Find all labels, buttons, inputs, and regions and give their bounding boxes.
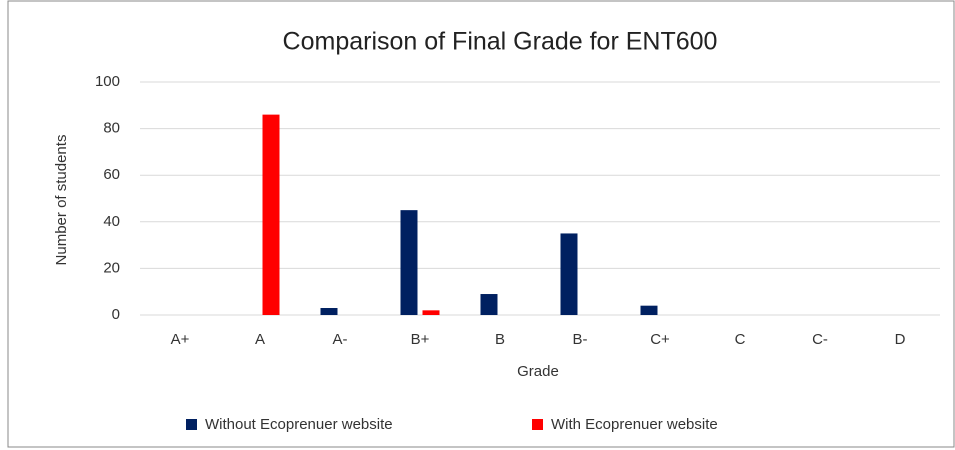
bar — [422, 310, 440, 315]
x-tick-label: A- — [333, 331, 348, 348]
y-tick-label: 60 — [103, 166, 120, 183]
x-tick-label: C- — [812, 331, 828, 348]
bar — [560, 233, 578, 315]
legend-swatch — [186, 419, 197, 430]
legend-label: Without Ecoprenuer website — [205, 416, 393, 433]
x-tick-label: B- — [573, 331, 588, 348]
x-axis-label: Grade — [517, 363, 559, 380]
chart-frame — [7, 0, 955, 448]
y-tick-label: 80 — [103, 120, 120, 137]
y-tick-label: 0 — [112, 306, 120, 323]
bar — [400, 210, 418, 315]
chart-title: Comparison of Final Grade for ENT600 — [283, 28, 718, 56]
y-tick-label: 20 — [103, 259, 120, 276]
x-tick-label: A — [255, 331, 265, 348]
x-tick-label: C+ — [650, 331, 670, 348]
bar — [480, 294, 498, 315]
bar — [320, 308, 338, 315]
legend-swatch — [532, 419, 543, 430]
legend-label: With Ecoprenuer website — [551, 416, 718, 433]
x-tick-label: A+ — [171, 331, 190, 348]
bar — [640, 305, 658, 315]
y-tick-label: 40 — [103, 213, 120, 230]
x-tick-label: B — [495, 331, 505, 348]
x-tick-label: C — [735, 331, 746, 348]
x-tick-label: B+ — [411, 331, 430, 348]
y-axis-label: Number of students — [53, 135, 70, 266]
y-tick-label: 100 — [95, 73, 120, 90]
x-tick-label: D — [895, 331, 906, 348]
bar — [262, 114, 280, 316]
